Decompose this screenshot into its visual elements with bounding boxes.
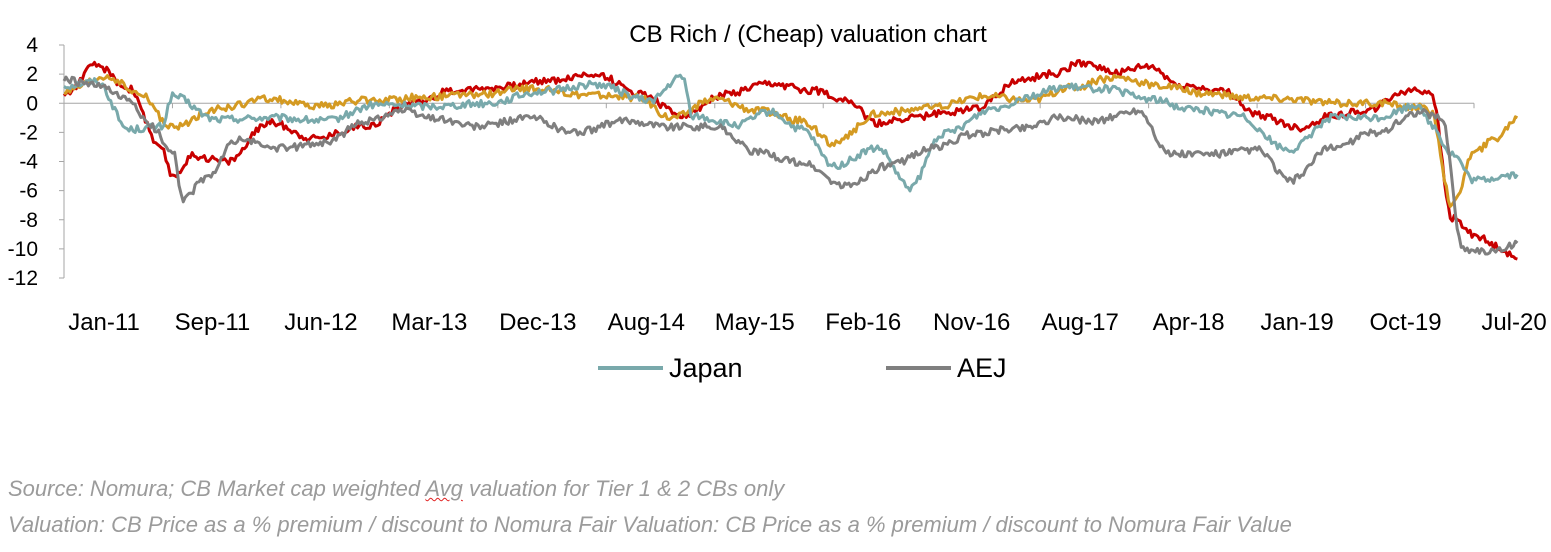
- x-tick-label: Feb-16: [825, 309, 901, 336]
- x-tick-label: May-15: [715, 309, 795, 336]
- valuation-footnote: Valuation: CB Price as a % premium / dis…: [8, 512, 1292, 537]
- x-axis: Jan-11 Sep-11 Jun-12 Mar-13 Dec-13 Aug-14 May-…: [63, 102, 1547, 336]
- y-tick-label: 0: [26, 92, 38, 115]
- legend-label: AEJ: [957, 353, 1007, 383]
- legend-label: Japan: [669, 353, 743, 383]
- x-tick-label: Oct-19: [1370, 309, 1442, 336]
- source-footnote: Source: Nomura; CB Market cap weighted A…: [8, 476, 784, 502]
- y-tick-label: 2: [26, 63, 38, 86]
- x-tick-label: Mar-13: [391, 309, 467, 336]
- x-tick-label: Jun-12: [284, 309, 357, 336]
- series-line: [62, 75, 1519, 256]
- legend: Japan AEJ: [598, 353, 1007, 383]
- source-footnote-misspelled-word: Avg: [425, 476, 463, 501]
- x-tick-label: Dec-13: [499, 309, 576, 336]
- y-tick-label: -2: [19, 121, 38, 144]
- y-tick-label: -10: [8, 238, 38, 261]
- source-footnote-start: Source: Nomura; CB Market cap weighted: [8, 476, 426, 501]
- series-line: [63, 73, 1519, 193]
- y-tick-label: 4: [26, 34, 38, 57]
- y-tick-label: -6: [19, 180, 38, 203]
- x-tick-label: Jan-19: [1260, 309, 1333, 336]
- y-tick-label: -12: [8, 267, 38, 290]
- x-tick-label: Sep-11: [175, 309, 251, 336]
- x-tick-label: Aug-14: [608, 309, 685, 336]
- series-line: [63, 73, 1519, 208]
- y-tick-label: -4: [19, 151, 38, 174]
- chart-title: CB Rich / (Cheap) valuation chart: [629, 21, 987, 48]
- valuation-chart: CB Rich / (Cheap) valuation chart 4 2 0 -2 -…: [8, 21, 1547, 383]
- x-tick-label: Jan-11: [68, 309, 140, 336]
- series-lines: [62, 59, 1519, 261]
- x-tick-label: Jul-20: [1481, 309, 1546, 336]
- x-tick-label: Aug-17: [1041, 309, 1118, 336]
- x-tick-label: Apr-18: [1153, 309, 1225, 336]
- source-footnote-end: valuation for Tier 1 & 2 CBs only: [462, 476, 785, 501]
- x-tick-label: Nov-16: [933, 309, 1010, 336]
- y-axis: 4 2 0 -2 -4 -6 -8 -10 -12: [8, 34, 65, 290]
- y-tick-label: -8: [19, 209, 38, 232]
